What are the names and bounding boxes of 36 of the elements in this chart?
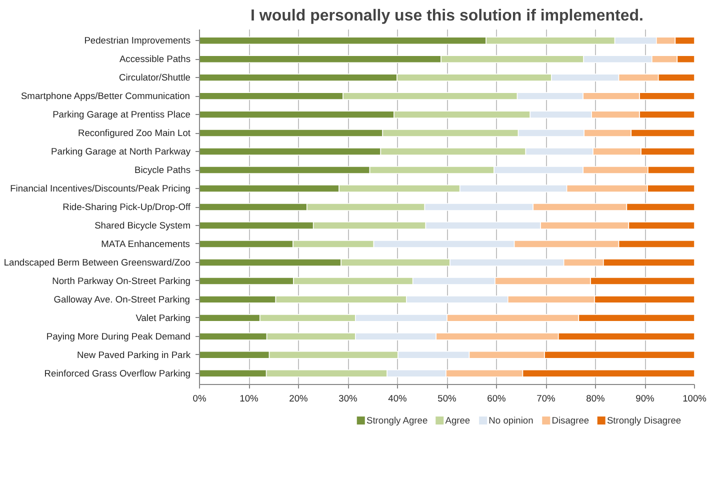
y-tick-label: Shared Bicycle System — [94, 220, 191, 230]
y-tick-label: MATA Enhancements — [101, 238, 190, 249]
x-tick-label: 10% — [240, 394, 258, 404]
y-tick-label: Parking Garage at North Parkway — [51, 146, 191, 157]
x-tick-label: 100% — [682, 394, 706, 404]
x-tick-label: 90% — [636, 394, 654, 404]
y-tick-label: Reinforced Grass Overflow Parking — [44, 368, 191, 378]
legend-label: Strongly Agree — [366, 416, 428, 426]
legend-label: No opinion — [488, 416, 534, 426]
x-tick-label: 0% — [192, 394, 206, 404]
y-tick-label: Valet Parking — [136, 312, 191, 323]
x-tick-label: 50% — [438, 394, 456, 404]
legend-label: Strongly Disagree — [606, 416, 682, 426]
y-tick-label: Smartphone Apps/Better Communication — [20, 91, 190, 102]
x-tick-label: 20% — [289, 394, 308, 404]
y-tick-label: Galloway Ave. On-Street Parking — [54, 294, 190, 304]
chart-title: I would personally use this solution if implemented. — [250, 8, 644, 24]
legend-label: Disagree — [552, 416, 590, 426]
y-tick-label: Pedestrian Improvements — [84, 36, 191, 46]
y-tick-label: North Parkway On-Street Parking — [52, 276, 191, 286]
x-tick-label: 70% — [536, 394, 556, 404]
y-tick-label: Parking Garage at Prentiss Place — [52, 110, 191, 120]
y-tick-label: New Paved Parking in Park — [76, 350, 191, 360]
x-tick-label: 30% — [338, 394, 358, 404]
legend-label: Agree — [445, 416, 470, 426]
x-tick-label: 40% — [388, 394, 407, 404]
x-tick-label: 60% — [487, 394, 506, 404]
x-tick-label: 80% — [586, 394, 605, 404]
y-tick-label: Bicycle Paths — [134, 165, 191, 176]
y-tick-label: Ride-Sharing Pick-Up/Drop-Off — [62, 202, 191, 212]
y-tick-label: Reconfigured Zoo Main Lot — [78, 128, 191, 138]
y-tick-label: Circulator/Shuttle — [118, 72, 190, 83]
y-tick-label: Financial Incentives/Discounts/Peak Pricing — [10, 184, 191, 194]
y-tick-label: Paying More During Peak Demand — [46, 331, 190, 342]
y-tick-label: Landscaped Berm Between Greensward/Zoo — [4, 257, 191, 268]
y-tick-label: Accessible Paths — [119, 54, 191, 64]
